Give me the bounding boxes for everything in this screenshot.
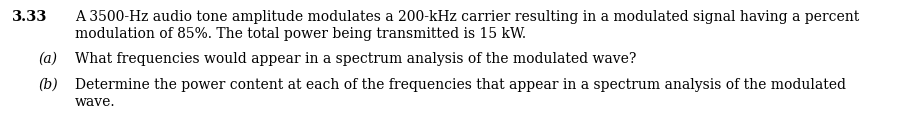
Text: wave.: wave. <box>75 95 116 109</box>
Text: (a): (a) <box>38 52 57 66</box>
Text: (b): (b) <box>38 78 58 92</box>
Text: A 3500-Hz audio tone amplitude modulates a 200-kHz carrier resulting in a modula: A 3500-Hz audio tone amplitude modulates… <box>75 10 859 24</box>
Text: What frequencies would appear in a spectrum analysis of the modulated wave?: What frequencies would appear in a spect… <box>75 52 636 66</box>
Text: modulation of 85%. The total power being transmitted is 15 kW.: modulation of 85%. The total power being… <box>75 27 526 41</box>
Text: Determine the power content at each of the frequencies that appear in a spectrum: Determine the power content at each of t… <box>75 78 846 92</box>
Text: 3.33: 3.33 <box>12 10 48 24</box>
